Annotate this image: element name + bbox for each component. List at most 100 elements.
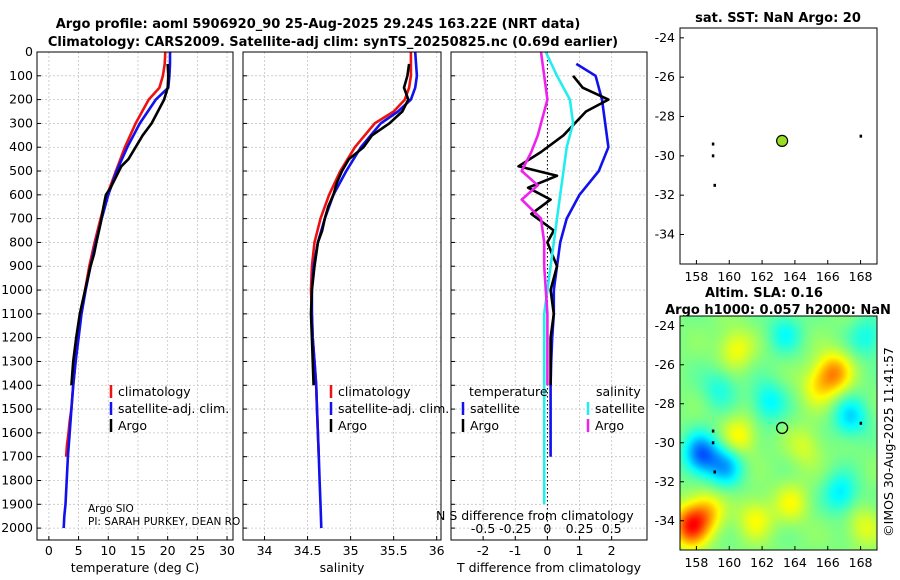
ytick-label: 100 [9, 68, 33, 83]
map-xtick-label: 158 [684, 555, 708, 570]
xtick-label: 36 [429, 543, 445, 558]
xtick-label: 1 [576, 543, 584, 558]
legend-temp-argo: Argo [470, 418, 499, 433]
sst-map-marks: 158 160 162 164 166 168 -24 -26 -28 -30 -32 -34 [655, 30, 873, 284]
map-xtick-label: 164 [783, 269, 807, 284]
sla-other-float-marker [711, 429, 715, 433]
other-float-marker [711, 154, 715, 158]
profile-location-marker [776, 134, 789, 147]
legend-salinity: salinity [596, 384, 641, 399]
ytick-label: 2000 [1, 520, 33, 535]
ytick-label: 300 [9, 115, 33, 130]
map-ytick-label: -26 [655, 69, 675, 84]
ytick-label: 800 [9, 234, 33, 249]
other-float-marker [713, 183, 716, 187]
credit-line1: Argo SIO [88, 503, 134, 515]
salinity-grid [243, 51, 441, 540]
sst-map-panel: sat. SST: NaN Argo: 20 158 160 162 164 166 16… [655, 11, 878, 284]
map-ytick-label: -24 [655, 30, 675, 45]
map-ytick-label: -32 [655, 474, 675, 489]
difference-legend: temperature satellite Argo salinity sate… [461, 384, 645, 433]
secondary-xtick-label: 0.25 [566, 521, 594, 536]
legend-climatology-2: climatology [338, 384, 411, 399]
xtick-label: -2 [477, 543, 489, 558]
salinity-xlabel: salinity [320, 560, 365, 575]
series-line-salinity-argo [520, 51, 549, 386]
secondary-xtick-label: 0.5 [602, 521, 622, 536]
map-ytick-label: -34 [655, 513, 675, 528]
title-line2: Climatology: CARS2009. Satellite-adj cli… [48, 35, 618, 50]
xtick-label: 35 [343, 543, 359, 558]
ytick-label: 200 [9, 92, 33, 107]
map-xtick-label: 166 [816, 555, 840, 570]
ytick-label: 1200 [1, 330, 33, 345]
ytick-label: 1000 [1, 282, 33, 297]
map-ytick-label: -34 [655, 227, 675, 242]
ytick-label: 0 [25, 44, 33, 59]
temperature-lines [62, 51, 172, 529]
ytick-label: 400 [9, 139, 33, 154]
legend-argo: Argo [118, 418, 147, 433]
ytick-label: 1700 [1, 449, 33, 464]
secondary-xtick-label: -0.5 [471, 521, 495, 536]
sst-map-title: sat. SST: NaN Argo: 20 [695, 11, 861, 26]
temperature-xlabel: temperature (deg C) [71, 560, 200, 575]
secondary-xtick-label: 0 [543, 521, 551, 536]
difference-lines [517, 51, 610, 505]
salinity-legend: climatology satellite-adj. clim. Argo [329, 384, 449, 433]
xtick-label: 35.5 [380, 543, 408, 558]
sla-map-box [679, 315, 878, 551]
map-xtick-label: 164 [783, 555, 807, 570]
ytick-label: 1500 [1, 401, 33, 416]
legend-sal-argo: Argo [595, 418, 624, 433]
ytick-label: 1600 [1, 425, 33, 440]
map-ytick-label: -30 [655, 148, 675, 163]
sla-other-float-marker [859, 421, 863, 425]
temperature-ticks: 0100200300400500600700800900100011001200… [1, 44, 235, 558]
sla-heatmap [680, 316, 877, 550]
ytick-label: 1400 [1, 377, 33, 392]
map-xtick-label: 162 [750, 555, 774, 570]
sla-profile-location-marker [775, 421, 789, 435]
temperature-axes-box [36, 51, 234, 541]
map-xtick-label: 160 [717, 555, 741, 570]
series-line-argo [70, 63, 170, 386]
xtick-label: 20 [160, 543, 176, 558]
temperature-panel: 0100200300400500600700800900100011001200… [1, 44, 240, 575]
sla-map-image [680, 316, 877, 550]
sla-map-panel: Altim. SLA: 0.16 Argo h1000: 0.057 h2000… [655, 286, 891, 570]
legend-argo-2: Argo [338, 418, 367, 433]
difference-grid [451, 51, 647, 540]
ytick-label: 1800 [1, 472, 33, 487]
series-line-argo [309, 63, 411, 386]
ytick-label: 700 [9, 211, 33, 226]
map-xtick-label: 160 [717, 269, 741, 284]
series-line-temperature-satellite [549, 62, 610, 457]
ytick-label: 900 [9, 258, 33, 273]
sla-other-float-marker [713, 470, 716, 474]
salinity-ticks: 34 34.5 35 35.5 36 [243, 51, 445, 558]
sla-other-float-marker [711, 441, 715, 445]
xtick-label: 0 [543, 543, 551, 558]
map-ytick-label: -24 [655, 318, 675, 333]
xtick-label: 10 [100, 543, 116, 558]
xtick-label: 34.5 [294, 543, 322, 558]
map-ytick-label: -28 [655, 396, 675, 411]
difference-overflow-label: N S difference from climatology [436, 508, 634, 523]
xtick-label: 5 [75, 543, 83, 558]
map-ytick-label: -28 [655, 109, 675, 124]
legend-satellite-adj: satellite-adj. clim. [118, 401, 229, 416]
xtick-label: 0 [45, 543, 53, 558]
legend-climatology: climatology [118, 384, 191, 399]
map-ytick-label: -32 [655, 187, 675, 202]
ytick-label: 1100 [1, 306, 33, 321]
difference-axes-box [450, 51, 648, 541]
xtick-label: 15 [130, 543, 146, 558]
map-ytick-label: -26 [655, 357, 675, 372]
xtick-label: 34 [257, 543, 273, 558]
imos-timestamp: ©IMOS 30-Aug-2025 11:41:57 [881, 347, 896, 537]
sla-map-title-line2: Argo h1000: 0.057 h2000: NaN [665, 303, 891, 318]
salinity-axes-box [242, 51, 442, 541]
xtick-label: 2 [608, 543, 616, 558]
